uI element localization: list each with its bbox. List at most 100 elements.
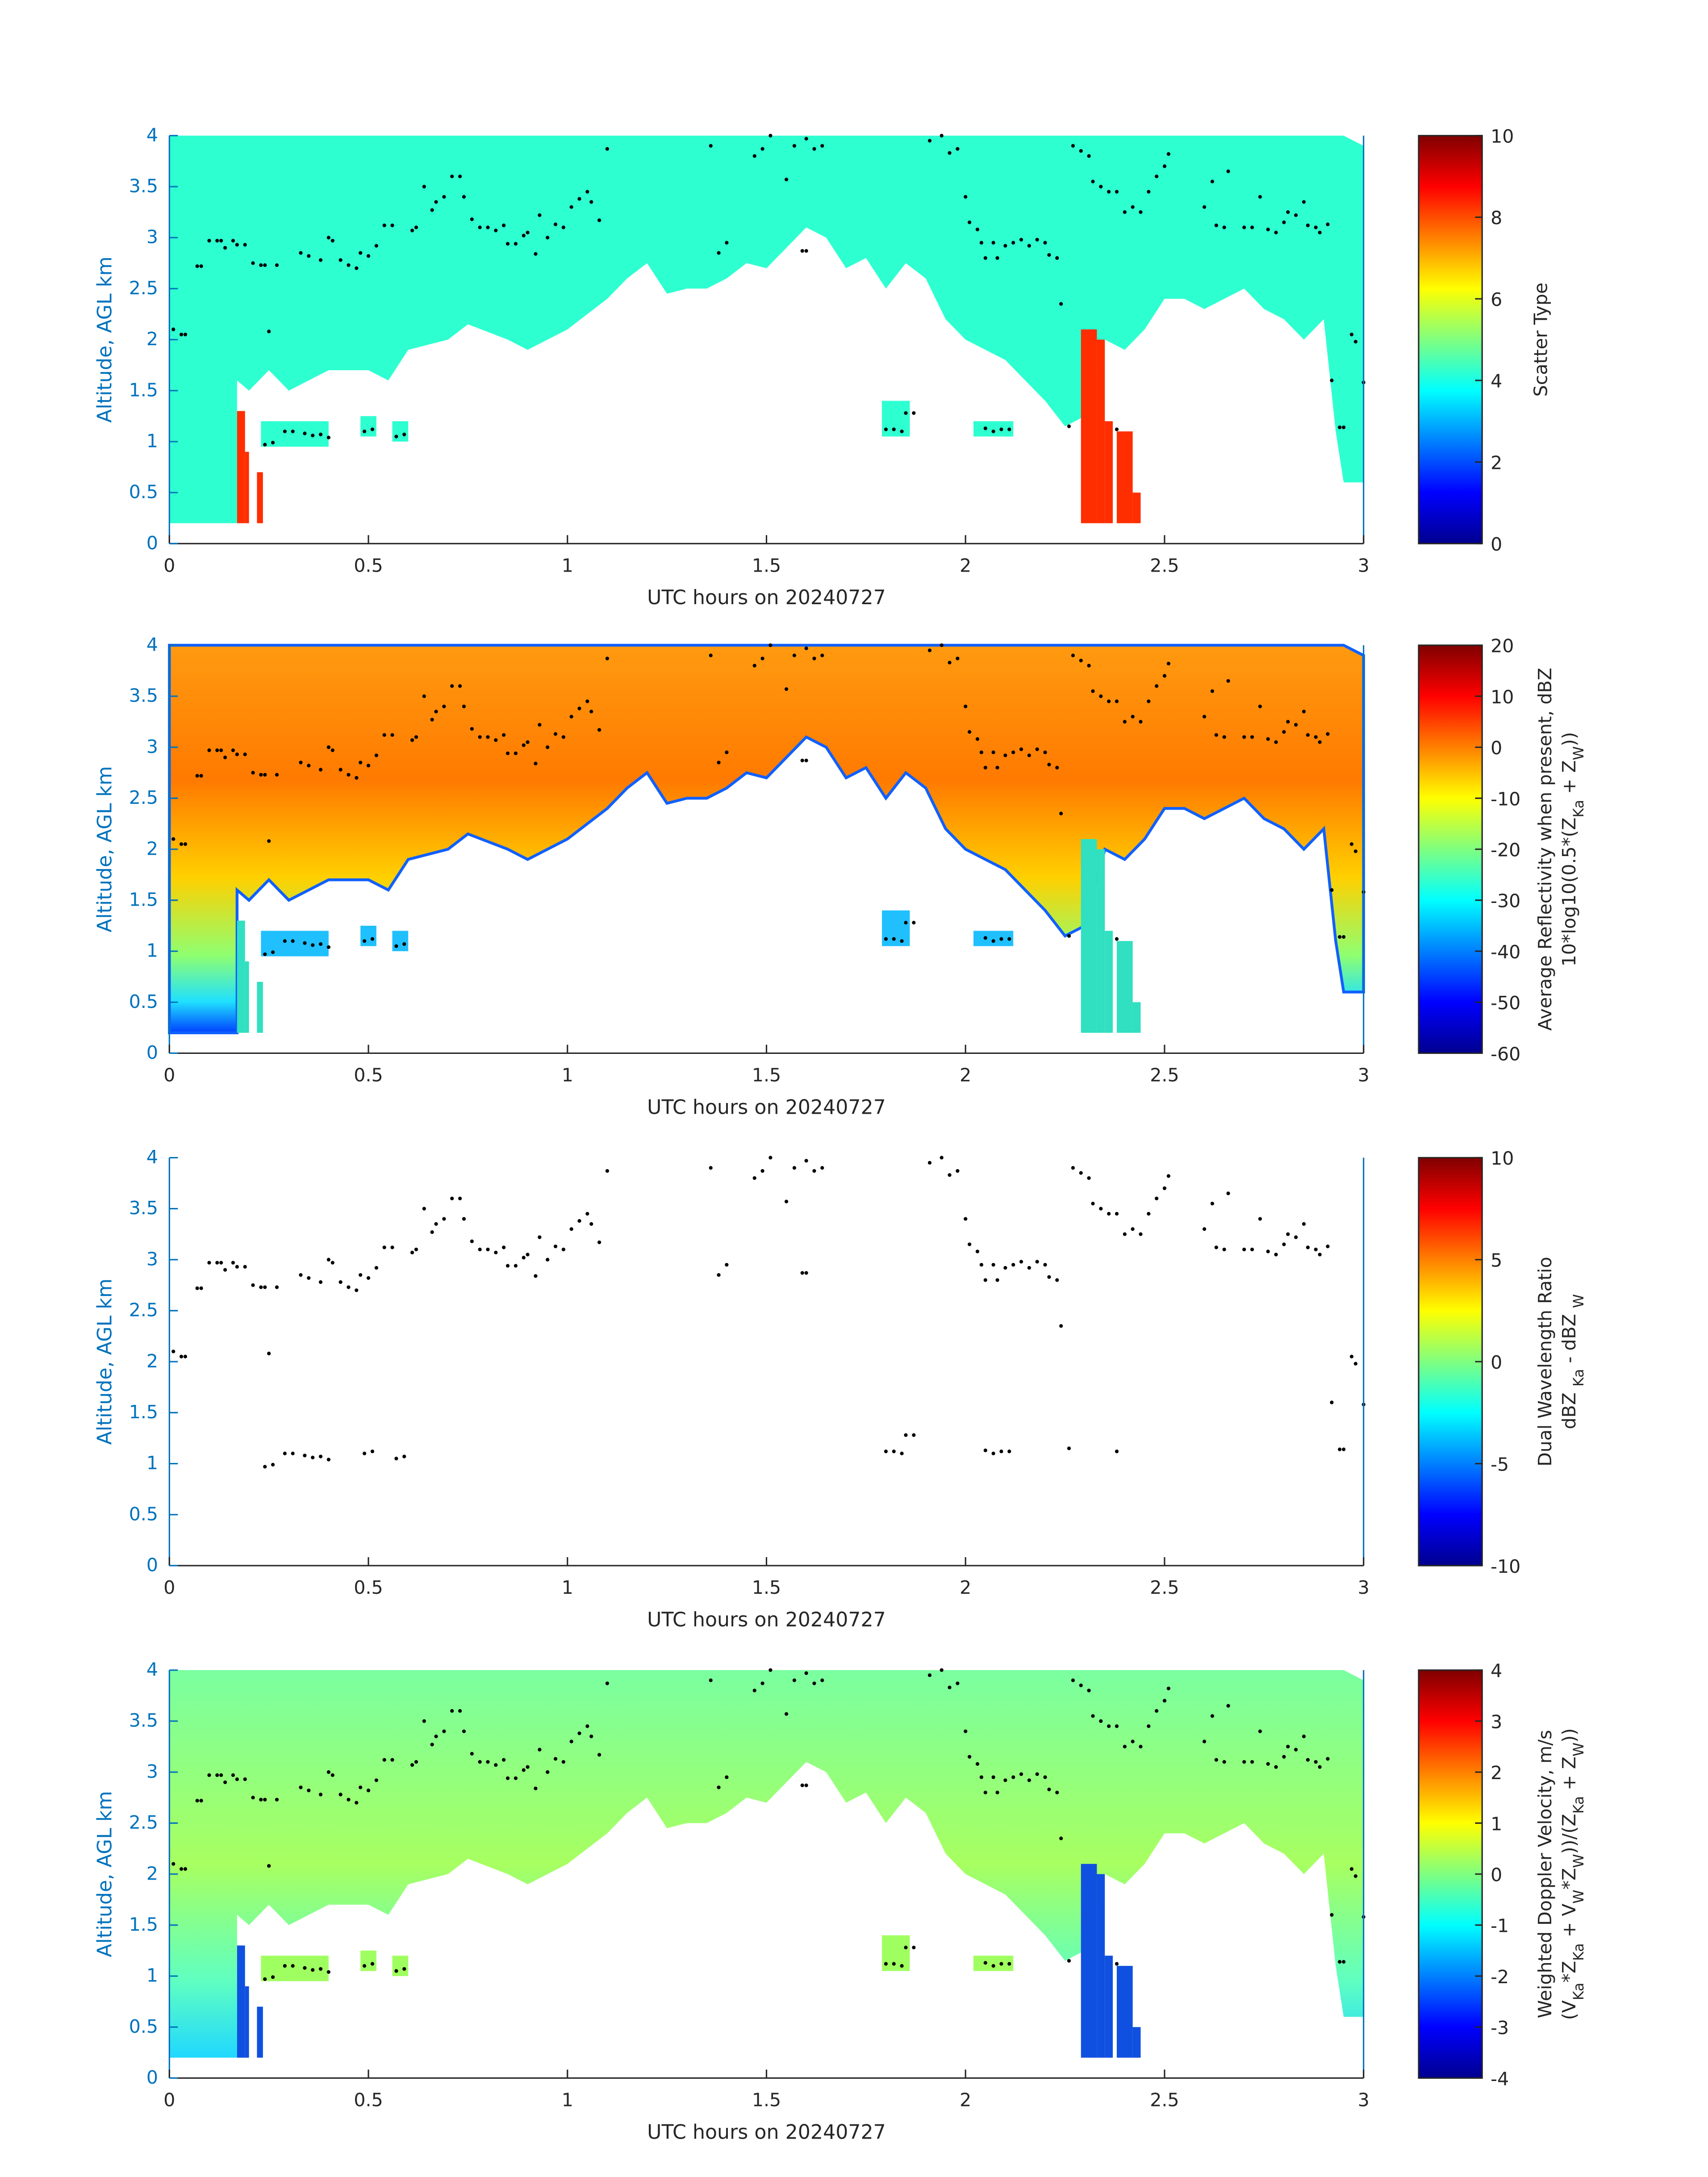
data-point <box>983 1961 987 1965</box>
x-tick-label: 3 <box>1358 1065 1370 1086</box>
colorbar-label-subscript: W <box>1571 746 1587 760</box>
data-point <box>326 1258 331 1262</box>
data-point <box>1286 1745 1290 1749</box>
data-point <box>956 656 960 660</box>
data-point <box>991 1451 995 1455</box>
data-point <box>1314 226 1318 230</box>
panels: 0 0.5 1 1.5 2 2.5 3 0 0.5 1 1.5 2 2.5 3 3.5 4 UTC hours … <box>94 124 1587 2144</box>
data-point <box>995 1278 999 1282</box>
precip-column <box>257 472 263 523</box>
colorbar-label-text: + V <box>1558 1904 1580 1943</box>
data-point <box>382 733 386 737</box>
data-point <box>812 1169 816 1173</box>
data-point <box>171 1350 175 1354</box>
data-point <box>884 937 888 941</box>
data-point <box>1326 1757 1330 1761</box>
colorbar-label: (VKa*ZKa + VW*ZW))/(ZKa + ZW)) <box>1558 1728 1587 2020</box>
data-point <box>991 1263 995 1267</box>
colorbar-label-subscript: W <box>1571 1890 1587 1904</box>
colorbar-gradient <box>1418 644 1483 1054</box>
data-point <box>940 643 944 648</box>
data-point <box>892 427 896 431</box>
data-point <box>1055 765 1059 770</box>
data-point <box>1306 223 1310 227</box>
data-point <box>1087 1176 1091 1180</box>
data-point <box>1306 1758 1310 1762</box>
data-point <box>1282 1755 1286 1759</box>
data-point <box>1047 763 1051 767</box>
colorbar-tick-label: -2 <box>1491 1966 1509 1988</box>
data-point <box>318 768 323 772</box>
data-point <box>505 1264 510 1268</box>
data-point <box>1091 180 1095 184</box>
data-point <box>1250 1760 1254 1764</box>
data-point <box>1202 1739 1207 1743</box>
data-point <box>725 241 729 245</box>
data-point <box>299 760 303 765</box>
data-point <box>1059 811 1063 815</box>
colorbar-label-text: Average Reflectivity when present, dBZ <box>1534 668 1556 1031</box>
colorbar-label-text: )) <box>1558 1728 1580 1742</box>
y-tick-label: 0 <box>146 1042 158 1063</box>
colorbar-tick-label: 0 <box>1491 1352 1502 1373</box>
data-point <box>553 222 558 226</box>
x-tick-label: 0 <box>163 1577 175 1598</box>
data-point <box>462 704 466 709</box>
data-point <box>1115 699 1119 703</box>
data-point <box>1047 253 1051 257</box>
data-point <box>1162 164 1167 168</box>
data-point <box>1003 1266 1007 1270</box>
data-point <box>709 1678 713 1682</box>
y-tick-label: 1 <box>146 1965 158 1986</box>
data-point <box>1282 1242 1286 1246</box>
data-point <box>768 643 773 648</box>
data-point <box>347 1285 351 1289</box>
data-point <box>199 264 203 268</box>
data-point <box>1011 1263 1015 1267</box>
data-point <box>271 1975 275 1979</box>
data-point <box>402 432 406 437</box>
data-point <box>430 208 434 212</box>
data-point <box>804 1159 808 1163</box>
data-point <box>215 748 219 752</box>
data-point <box>968 1755 972 1759</box>
data-point <box>812 656 816 660</box>
data-point <box>338 258 342 262</box>
data-point <box>263 443 267 447</box>
data-point <box>462 1217 466 1221</box>
data-point <box>366 764 371 768</box>
data-point <box>171 327 175 331</box>
precip-column <box>1116 431 1133 523</box>
data-point <box>1306 1245 1310 1249</box>
data-point <box>390 733 394 737</box>
data-point <box>991 939 995 943</box>
precip-column <box>237 1945 245 2058</box>
colorbar-label-text: Dual Wavelength Ratio <box>1534 1257 1556 1467</box>
data-point <box>1099 184 1103 189</box>
data-point <box>410 1763 414 1767</box>
data-point <box>251 1283 255 1287</box>
colorbar-gradient <box>1418 135 1483 544</box>
precip-column <box>245 451 249 523</box>
data-point <box>171 1862 175 1866</box>
data-point <box>948 1685 952 1689</box>
data-point <box>1027 753 1031 757</box>
colorbar-label-text: + Z <box>1558 760 1580 800</box>
data-point <box>605 147 610 151</box>
y-tick-label: 4 <box>146 1659 158 1680</box>
x-tick-label: 0.5 <box>354 2089 383 2111</box>
data-point <box>569 1739 573 1743</box>
data-point <box>983 1448 987 1452</box>
data-point <box>1147 699 1151 703</box>
data-point <box>956 1681 960 1685</box>
colorbar-label-subscript: Ka <box>1571 800 1587 818</box>
data-point <box>363 1451 367 1455</box>
data-point <box>561 1760 565 1764</box>
data-point <box>1155 1196 1159 1200</box>
data-point <box>478 226 482 230</box>
data-point <box>546 236 550 240</box>
precip-column <box>257 982 263 1033</box>
data-point <box>1047 1788 1051 1792</box>
data-point <box>311 434 315 438</box>
data-point <box>1055 1278 1059 1282</box>
